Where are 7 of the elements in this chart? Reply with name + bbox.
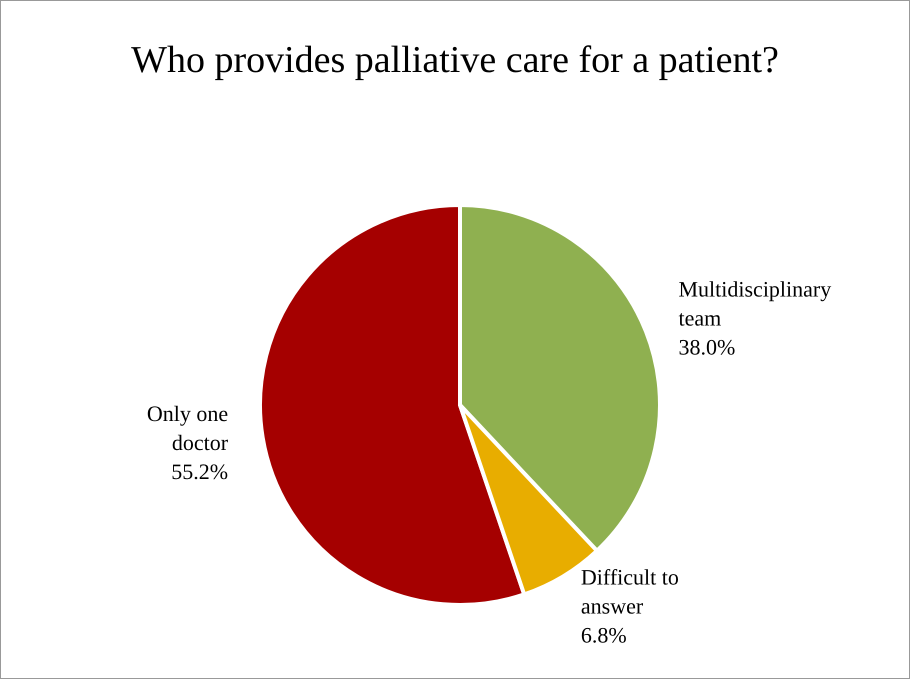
data-label: 55.2% [171, 459, 228, 484]
chart-title: Who provides palliative care for a patient? [131, 39, 779, 81]
slice-label: Difficult to answer [580, 564, 679, 619]
slice-label: Multidisciplinary team [678, 276, 832, 330]
slice-label: Only one doctor [146, 401, 229, 456]
data-label: 38.0% [678, 334, 736, 360]
data-label: 6.8% [580, 622, 627, 648]
